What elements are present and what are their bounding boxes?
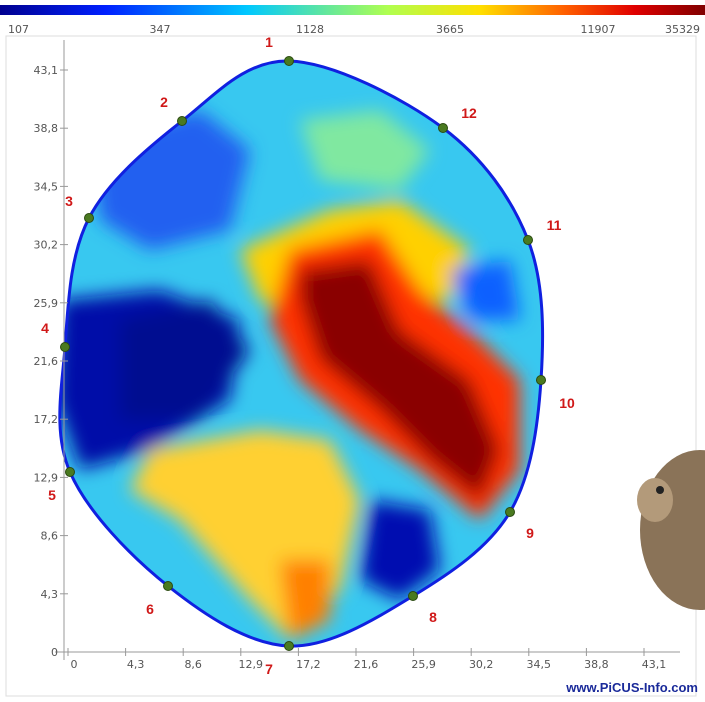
sensor-point [284,56,294,66]
colorbar-label: 11907 [581,23,616,36]
y-tick-label: 17,2 [34,413,59,426]
sensor-label: 6 [146,601,154,617]
plot-frame [5,35,697,697]
x-tick-label: 21,6 [354,658,379,671]
sensor-point [65,467,75,477]
sensor-label: 10 [559,395,575,411]
y-tick-label: 12,9 [34,471,59,484]
y-tick-label: 8,6 [41,530,59,543]
y-tick-label: 43,1 [34,64,59,77]
x-tick-label: 25,9 [411,658,436,671]
sensor-point [536,375,546,385]
sensor-label: 1 [265,34,273,50]
y-tick-label: 25,9 [34,297,59,310]
colorbar-label: 3665 [436,23,464,36]
sensor-point [523,235,533,245]
color-bar [0,5,705,15]
sensor-point [177,116,187,126]
y-tick-label: 34,5 [34,180,59,193]
sensor-label: 11 [547,217,562,233]
sensor-label: 8 [429,609,437,625]
heat-map [59,60,543,647]
y-tick-label: 0 [51,646,58,659]
sensor-point [284,641,294,651]
sensor-point [505,507,515,517]
footer-link[interactable]: www.PiCUS-Info.com [565,680,698,695]
x-tick-label: 34,5 [527,658,552,671]
sensor-label: 2 [160,94,168,110]
sensor-point [84,213,94,223]
x-tick-label: 8,6 [184,658,202,671]
x-tick-label: 17,2 [296,658,321,671]
sensor-label: 9 [526,525,534,541]
y-tick-label: 38,8 [34,122,59,135]
sensor-label: 7 [265,661,273,677]
sensor-label: 12 [461,105,477,121]
x-tick-label: 30,2 [469,658,494,671]
x-tick-label: 12,9 [239,658,264,671]
sensor-label: 3 [65,193,73,209]
colorbar-label: 107 [8,23,29,36]
sensor-label: 4 [41,320,49,336]
colorbar-label: 1128 [296,23,324,36]
sensor-point [163,581,173,591]
y-tick-label: 30,2 [34,239,59,252]
decoration [637,450,705,610]
colorbar-label: 35329 [665,23,700,36]
colorbar-label: 347 [150,23,171,36]
sensor-point [408,591,418,601]
y-tick-label: 4,3 [41,588,59,601]
sensor-label: 5 [48,487,56,503]
x-tick-label: 0 [71,658,78,671]
x-tick-label: 38,8 [584,658,609,671]
x-tick-label: 4,3 [127,658,145,671]
sensor-point [60,342,70,352]
x-tick-label: 43,1 [642,658,667,671]
sensor-point [438,123,448,133]
y-tick-label: 21,6 [34,355,59,368]
